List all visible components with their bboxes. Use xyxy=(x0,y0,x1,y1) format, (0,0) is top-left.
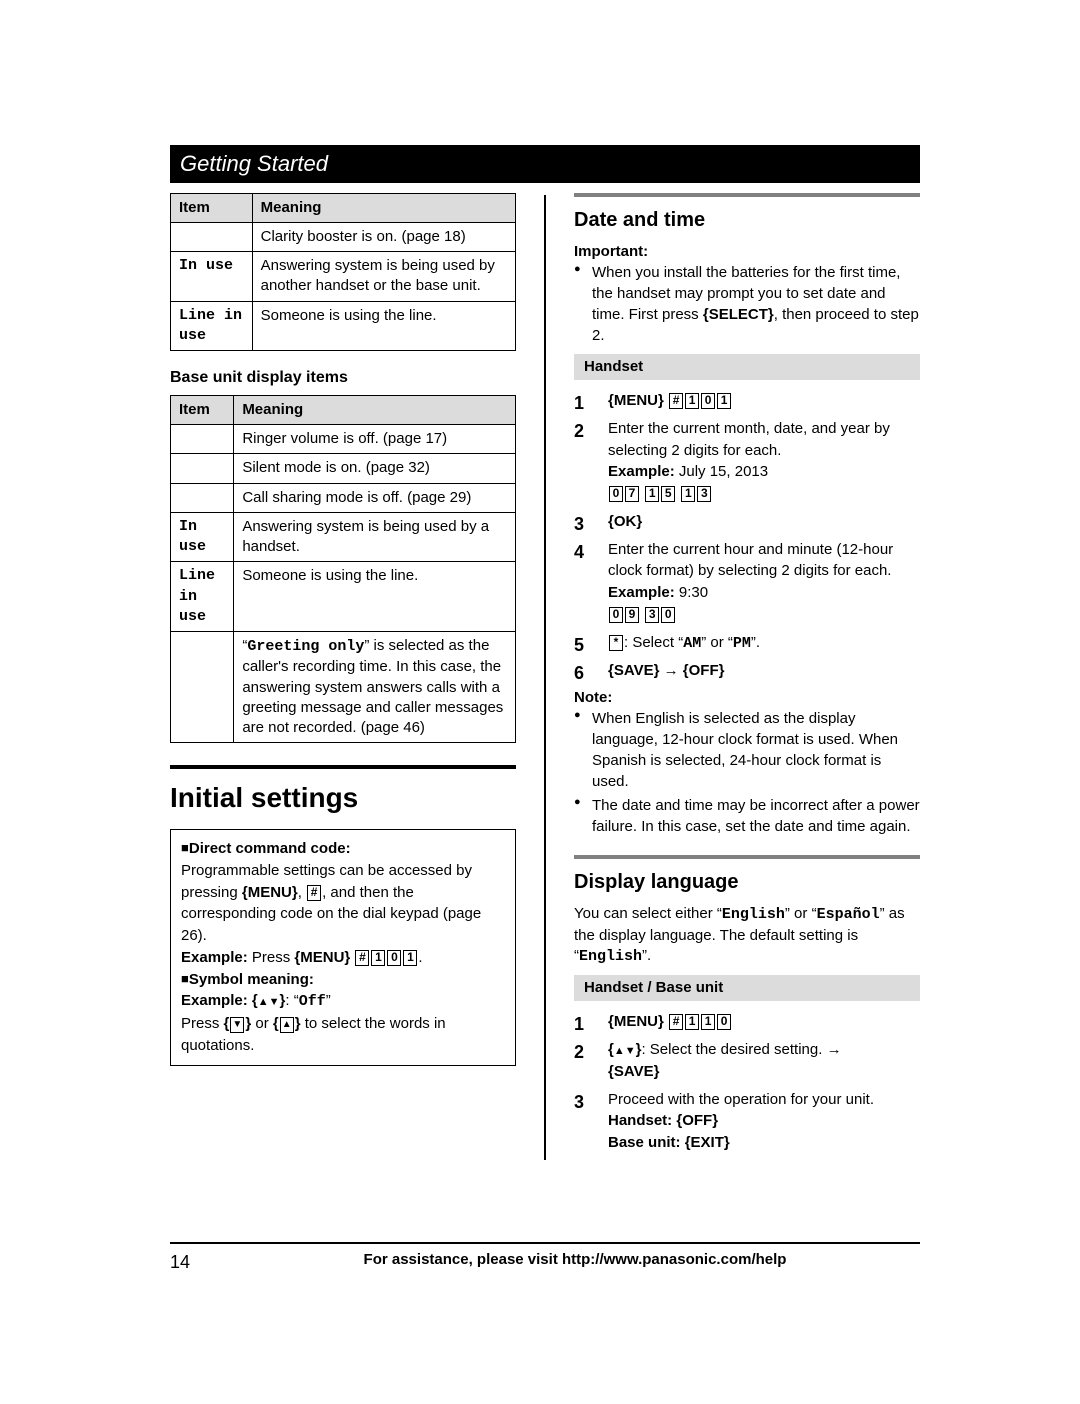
page-number: 14 xyxy=(170,1250,230,1274)
table-row: Line in useSomeone is using the line. xyxy=(171,562,516,632)
table-row: Ringer volume is off. (page 17) xyxy=(171,425,516,454)
table-handset-items: Item Meaning Clarity booster is on. (pag… xyxy=(170,193,516,352)
table-row: Call sharing mode is off. (page 29) xyxy=(171,483,516,512)
step: Enter the current month, date, and year … xyxy=(574,418,920,505)
separator xyxy=(574,193,920,197)
footer-text: For assistance, please visit http://www.… xyxy=(230,1250,920,1274)
separator xyxy=(574,855,920,859)
important-label: Important: xyxy=(574,242,920,262)
table-row: “Greeting only” is selected as the calle… xyxy=(171,632,516,743)
table-row: In use Answering system is being used by… xyxy=(171,252,516,302)
note-label: Note: xyxy=(574,688,920,708)
th-meaning: Meaning xyxy=(252,193,515,222)
step: {MENU} #101 xyxy=(574,390,920,412)
table-row: Line in use Someone is using the line. xyxy=(171,301,516,351)
th-item: Item xyxy=(171,395,234,424)
separator xyxy=(170,765,516,769)
step: {▲▼}: Select the desired setting. → {SAV… xyxy=(574,1039,920,1083)
important-item: When you install the batteries for the f… xyxy=(592,262,920,346)
column-divider xyxy=(544,195,546,1160)
display-language-body: You can select either “English” or “Espa… xyxy=(574,904,920,967)
step: {OK} xyxy=(574,511,920,533)
table-row: Clarity booster is on. (page 18) xyxy=(171,222,516,251)
display-language-title: Display language xyxy=(574,869,920,896)
footer: 14 For assistance, please visit http://w… xyxy=(170,1242,920,1274)
initial-settings-title: Initial settings xyxy=(170,779,516,817)
table-row: In useAnswering system is being used by … xyxy=(171,512,516,562)
header-bar: Getting Started xyxy=(170,145,920,183)
step: Proceed with the operation for your unit… xyxy=(574,1089,920,1154)
display-steps: {MENU} #110 {▲▼}: Select the desired set… xyxy=(574,1011,920,1154)
step: {MENU} #110 xyxy=(574,1011,920,1033)
table-row: Silent mode is on. (page 32) xyxy=(171,454,516,483)
step: Enter the current hour and minute (12-ho… xyxy=(574,539,920,626)
base-unit-heading: Base unit display items xyxy=(170,367,516,389)
th-item: Item xyxy=(171,193,253,222)
step: {SAVE} → {OFF} xyxy=(574,660,920,682)
handset-base-label: Handset / Base unit xyxy=(574,975,920,1001)
step: *: Select “AM” or “PM”. xyxy=(574,632,920,655)
left-column: Item Meaning Clarity booster is on. (pag… xyxy=(170,193,516,1160)
note-item: When English is selected as the display … xyxy=(592,708,920,792)
note-item: The date and time may be incorrect after… xyxy=(592,795,920,837)
date-time-title: Date and time xyxy=(574,207,920,234)
direct-command-box: ■ Direct command code: Programmable sett… xyxy=(170,829,516,1066)
handset-label: Handset xyxy=(574,354,920,380)
th-meaning: Meaning xyxy=(234,395,516,424)
date-time-steps: {MENU} #101 Enter the current month, dat… xyxy=(574,390,920,682)
table-base-items: Item Meaning Ringer volume is off. (page… xyxy=(170,395,516,744)
right-column: Date and time Important: When you instal… xyxy=(574,193,920,1160)
